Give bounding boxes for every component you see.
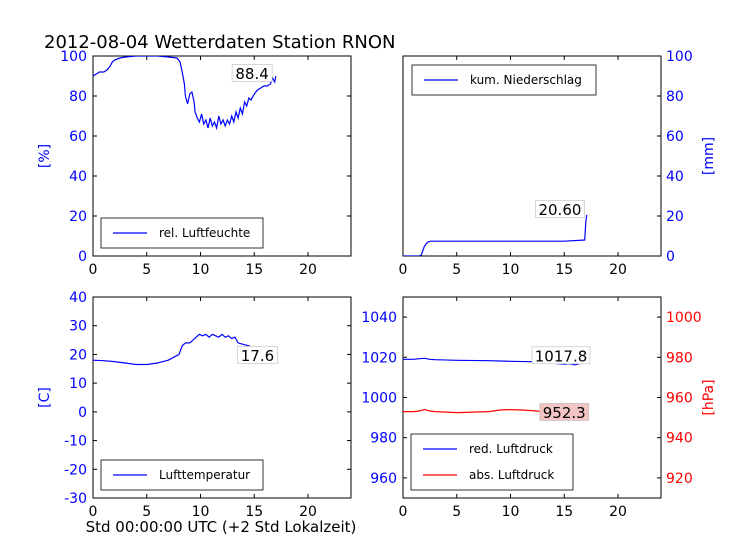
x-tick-label: 15	[245, 504, 263, 520]
y-tick-label: 30	[69, 319, 87, 335]
x-tick-label: 20	[609, 262, 627, 278]
y-tick-label: 1020	[361, 350, 397, 366]
panel-humidity: 0 5 10 15 20 0 20 40 60 80 100 [%] rel. Luftfeuchte 8…	[37, 49, 352, 278]
y-tick-label: 0	[666, 249, 675, 265]
y-tick-label: 40	[69, 290, 87, 306]
y-tick-label: 40	[666, 169, 684, 185]
x-tick-label: 5	[452, 504, 461, 520]
y-axis-label: [hPa]	[701, 379, 717, 415]
y-tick-label: 20	[69, 347, 87, 363]
y2-tick-label: 920	[666, 471, 693, 487]
y-axis-label: [%]	[37, 144, 53, 168]
x-tick-label: 15	[245, 262, 263, 278]
y2-tick-label: 980	[666, 350, 693, 366]
y-tick-label: 20	[666, 209, 684, 225]
x-tick-label: 10	[502, 262, 520, 278]
y-tick-label: 1000	[361, 391, 397, 407]
panel-precip: 0 5 10 15 20 0 20 40 60 80 100 [mm] kum. Niederschla…	[399, 49, 717, 278]
y2-tick-label: 960	[666, 391, 693, 407]
y-tick-label: 980	[370, 431, 397, 447]
series-line-precip	[403, 214, 588, 256]
x-tick-label: 15	[555, 262, 573, 278]
y-tick-label: 1040	[361, 310, 397, 326]
series-line-temperature	[93, 333, 276, 366]
x-tick-label: 0	[399, 504, 408, 520]
annotation-box	[237, 346, 278, 364]
annotation-label: 20.60	[538, 201, 581, 219]
panel-pressure: 0 5 10 15 20 960 980 1000 1020 1040 920 940 960 980 10…	[361, 296, 717, 520]
panel-temperature: 0 5 10 15 20 -30 -20 -10 0 10 20 30 40 [C] Lufttempera…	[37, 290, 352, 520]
x-tick-label: 5	[452, 262, 461, 278]
y-tick-label: 40	[69, 169, 87, 185]
x-tick-label: 20	[299, 504, 317, 520]
legend-label: rel. Luftfeuchte	[159, 226, 250, 240]
y-axis-label: [mm]	[701, 137, 717, 175]
y-tick-label: 0	[78, 405, 87, 421]
y-tick-label: 100	[60, 49, 87, 65]
y2-tick-label: 940	[666, 431, 693, 447]
x-tick-label: 15	[555, 504, 573, 520]
series-line-humidity	[93, 56, 277, 131]
y-tick-label: 80	[666, 89, 684, 105]
y2-tick-label: 1000	[666, 310, 702, 326]
y-tick-label: 60	[666, 129, 684, 145]
x-tick-label: 0	[89, 262, 98, 278]
x-tick-label: 20	[609, 504, 627, 520]
x-tick-label: 10	[192, 504, 210, 520]
annotation-label: 88.4	[235, 65, 268, 83]
legend-label: abs. Luftdruck	[469, 468, 554, 482]
y-tick-label: -20	[64, 462, 87, 478]
legend-box	[410, 433, 574, 491]
series-line-pressure	[403, 357, 586, 366]
x-tick-label: 0	[89, 504, 98, 520]
annotation-box	[535, 200, 585, 218]
y-tick-label: 0	[78, 249, 87, 265]
legend-label: red. Luftdruck	[469, 442, 553, 456]
annotation-label: 1017.8	[535, 347, 588, 365]
y-tick-label: 60	[69, 129, 87, 145]
y-tick-label: -30	[64, 491, 87, 507]
y-tick-label: 960	[370, 471, 397, 487]
annotation-box	[539, 403, 590, 421]
legend-label: kum. Niederschlag	[470, 73, 582, 87]
x-tick-label: 10	[502, 504, 520, 520]
annotation-box	[231, 64, 273, 82]
y-tick-label: 10	[69, 376, 87, 392]
x-tick-label: 0	[399, 262, 408, 278]
y-tick-label: -10	[64, 434, 87, 450]
y-axis-label: [C]	[37, 387, 53, 408]
legend-box	[100, 217, 264, 249]
x-tick-label: 5	[142, 504, 151, 520]
legend-label: Lufttemperatur	[159, 468, 250, 482]
annotation-label: 17.6	[241, 347, 274, 365]
y-tick-label: 100	[666, 49, 693, 65]
annotation-label: 952.3	[543, 404, 586, 422]
y-tick-label: 80	[69, 89, 87, 105]
x-tick-label: 20	[299, 262, 317, 278]
y-tick-label: 20	[69, 209, 87, 225]
figure-xlabel: Std 00:00:00 UTC (+2 Std Lokalzeit)	[86, 518, 357, 536]
x-tick-label: 5	[142, 262, 151, 278]
annotation-box	[531, 346, 591, 365]
figure-title: 2012-08-04 Wetterdaten Station RNON	[44, 32, 395, 53]
x-tick-label: 10	[192, 262, 210, 278]
